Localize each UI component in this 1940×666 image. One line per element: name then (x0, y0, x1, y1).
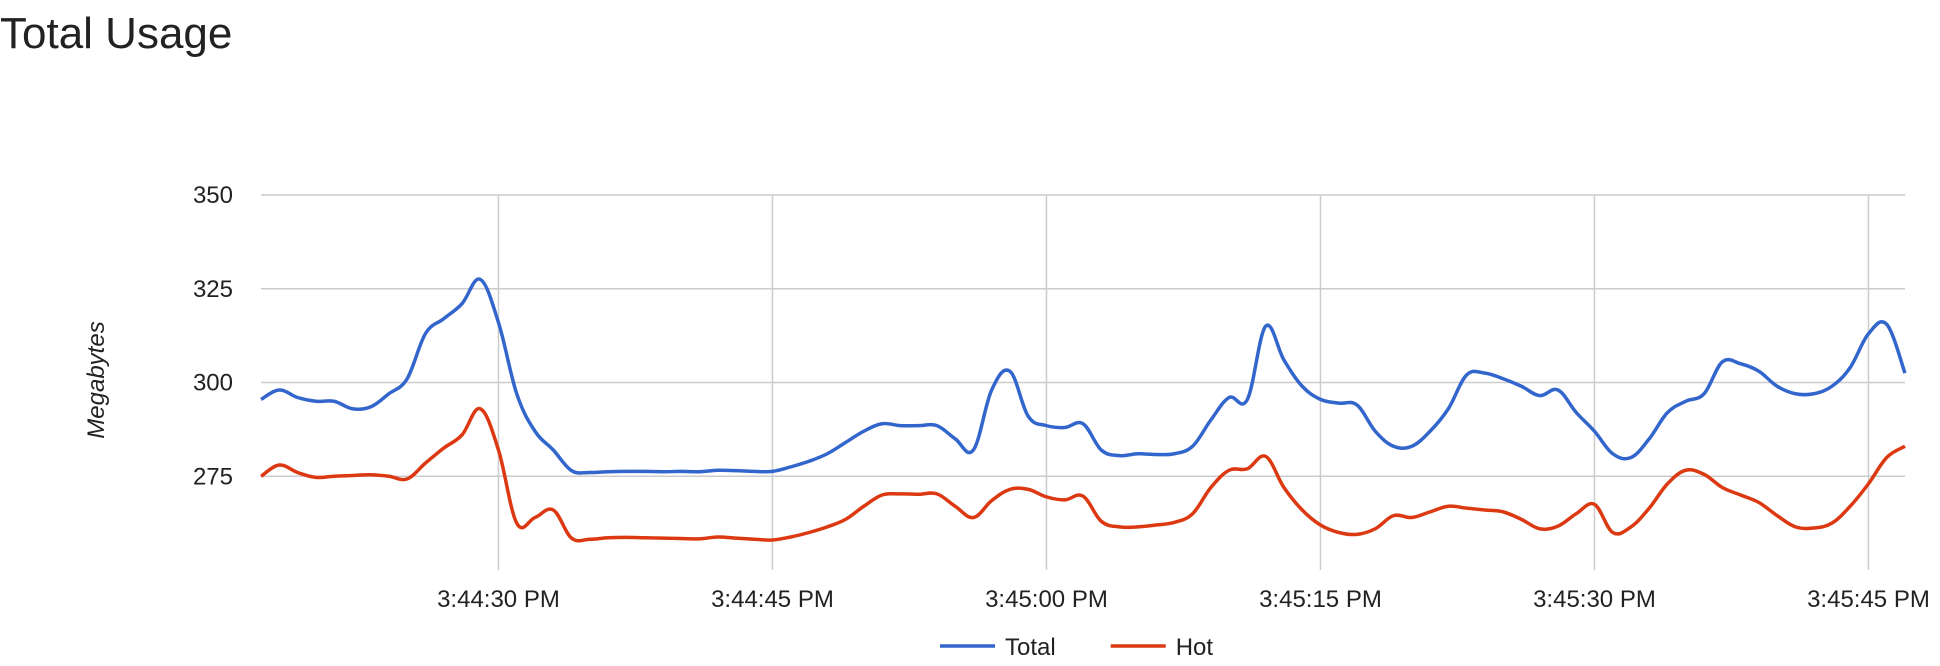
legend-label: Hot (1176, 634, 1214, 661)
y-axis-label: Megabytes (83, 321, 110, 438)
chart-title: Total Usage (0, 9, 232, 58)
x-tick-label: 3:45:30 PM (1533, 586, 1656, 613)
x-tick-label: 3:44:30 PM (437, 586, 560, 613)
legend-label: Total (1005, 634, 1056, 661)
line-series (259, 406, 1906, 543)
y-tick-label: 275 (193, 463, 233, 490)
line-series (260, 277, 1907, 475)
y-tick-label: 300 (193, 370, 233, 397)
y-tick-label: 325 (193, 276, 233, 303)
x-tick-label: 3:45:15 PM (1259, 586, 1382, 613)
x-tick-label: 3:45:45 PM (1807, 586, 1930, 613)
x-tick-label: 3:44:45 PM (711, 586, 834, 613)
x-tick-label: 3:45:00 PM (985, 586, 1108, 613)
y-tick-label: 350 (193, 182, 233, 209)
